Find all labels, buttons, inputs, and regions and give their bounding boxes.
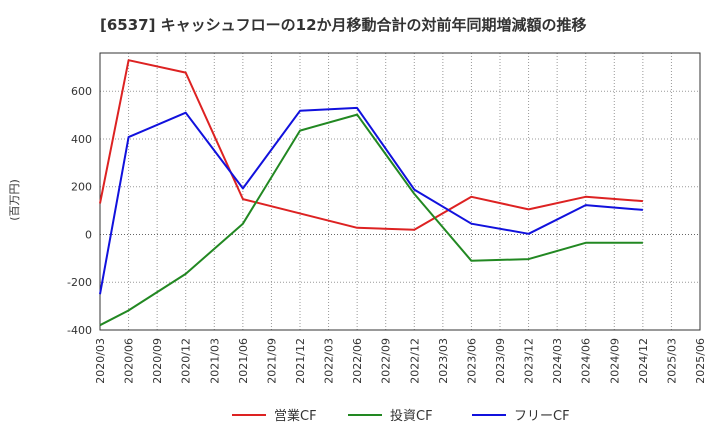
x-tick-label: 2023/12 (523, 338, 536, 384)
x-tick-label: 2023/03 (437, 338, 450, 384)
series-line-投資CF (99, 113, 643, 327)
x-tick-label: 2025/03 (665, 338, 678, 384)
y-tick-label: 200 (71, 181, 92, 194)
y-tick-label: 0 (85, 228, 92, 241)
series-line-フリーCF (99, 106, 643, 295)
x-tick-label: 2021/03 (208, 338, 221, 384)
x-tick-label: 2021/12 (294, 338, 307, 384)
y-tick-label: 400 (71, 133, 92, 146)
x-tick-label: 2022/09 (380, 338, 393, 384)
x-tick-label: 2024/09 (608, 338, 621, 384)
x-tick-label: 2020/03 (94, 338, 107, 384)
series-line-営業CF (99, 59, 643, 231)
x-tick-label: 2021/06 (237, 338, 250, 384)
x-tick-label: 2024/03 (551, 338, 564, 384)
legend-label: フリーCF (514, 409, 570, 424)
x-tick-label: 2020/12 (180, 338, 193, 384)
x-tick-label: 2020/06 (123, 338, 136, 384)
legend-label: 投資CF (390, 408, 433, 424)
x-tick-label: 2022/12 (408, 338, 421, 384)
plot-frame (99, 52, 701, 331)
grid (100, 53, 700, 331)
x-axis-ticks: 2020/03 2020/06 2020/09 2020/12 2021/03 2021/… (94, 338, 707, 384)
x-tick-label: 2021/09 (265, 338, 278, 384)
series-lines (99, 59, 643, 327)
x-tick-label: 2025/06 (694, 338, 707, 384)
y-tick-label: 600 (71, 85, 92, 98)
x-tick-label: 2023/09 (494, 338, 507, 384)
y-axis-ticks: -400 -200 0 200 400 600 (67, 85, 92, 337)
x-tick-label: 2024/06 (580, 338, 593, 384)
x-tick-label: 2024/12 (637, 338, 650, 384)
plot-border (99, 52, 701, 331)
x-tick-label: 2022/03 (323, 338, 336, 384)
x-tick-label: 2023/06 (465, 338, 478, 384)
x-tick-label: 2020/09 (151, 338, 164, 384)
x-tick-label: 2022/06 (351, 338, 364, 384)
chart-title: [6537] キャッシュフローの12か月移動合計の対前年同期増減額の推移 (100, 16, 587, 34)
y-tick-label: -200 (67, 276, 92, 289)
legend: 営業CF 投資CF フリーCF (232, 408, 570, 424)
legend-label: 営業CF (274, 408, 317, 424)
y-axis-label: (百万円) (8, 179, 21, 221)
y-tick-label: -400 (67, 324, 92, 337)
